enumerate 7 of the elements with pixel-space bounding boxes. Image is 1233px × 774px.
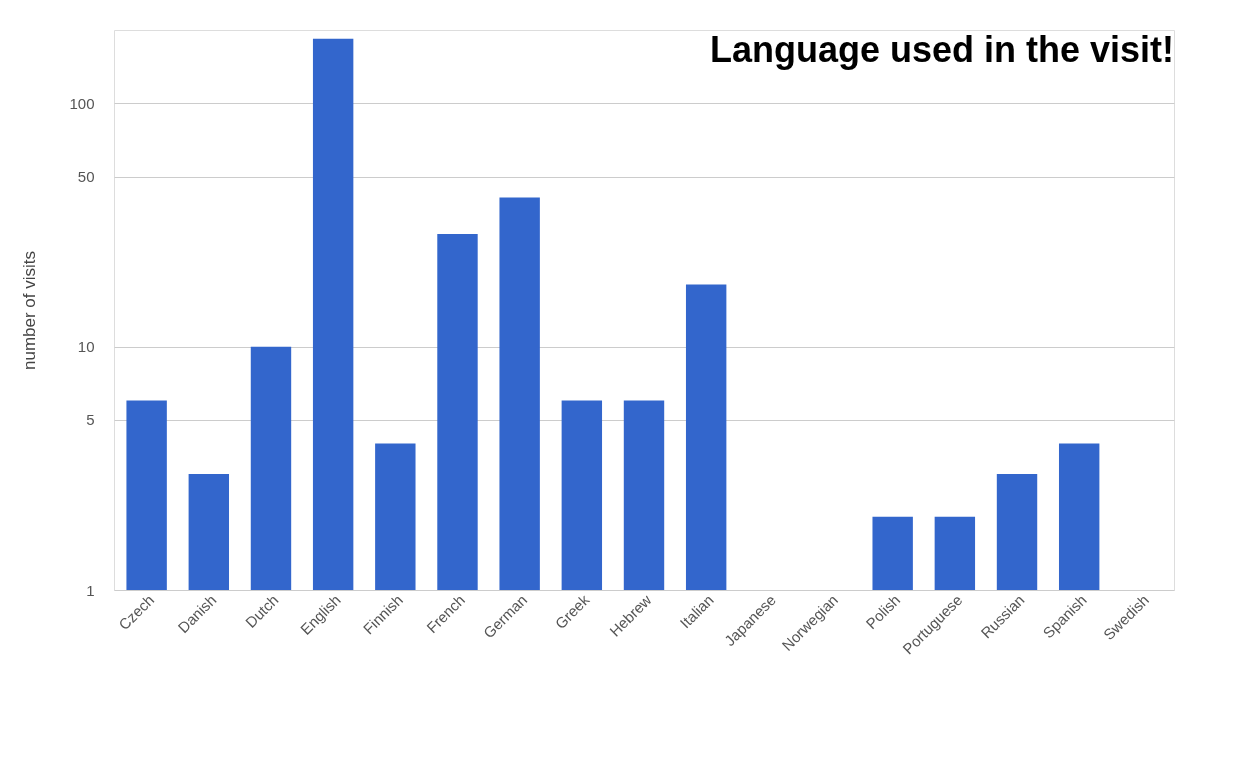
y-axis-title: number of visits: [20, 250, 40, 371]
y-tick-label: 100: [69, 94, 95, 112]
y-tick-label: 50: [77, 168, 95, 186]
y-tick-label: 10: [77, 338, 95, 356]
y-tick-label: 5: [86, 411, 95, 429]
chart-title: Language used in the visit!: [709, 29, 1174, 70]
y-tick-label: 1: [86, 581, 95, 599]
